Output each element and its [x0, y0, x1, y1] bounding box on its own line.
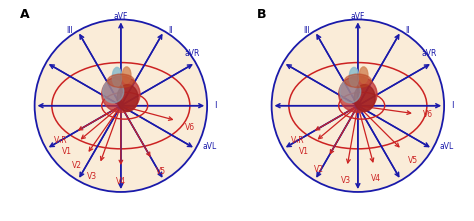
Text: V5: V5 [156, 167, 166, 176]
Text: II: II [405, 26, 410, 35]
Circle shape [35, 19, 207, 192]
Text: V4: V4 [116, 177, 126, 186]
Text: V₄R: V₄R [54, 136, 68, 145]
Text: V4: V4 [371, 174, 381, 183]
Ellipse shape [103, 80, 124, 103]
Ellipse shape [122, 67, 131, 83]
Text: aVR: aVR [421, 49, 437, 58]
Ellipse shape [340, 80, 361, 103]
Text: V6: V6 [185, 123, 195, 132]
Text: V3: V3 [86, 172, 97, 181]
Ellipse shape [359, 67, 368, 83]
Text: I: I [451, 101, 453, 110]
Text: III: III [304, 26, 310, 35]
Ellipse shape [345, 74, 371, 88]
Text: V₄R: V₄R [291, 136, 305, 145]
Ellipse shape [108, 74, 134, 88]
Text: V1: V1 [62, 147, 72, 156]
Ellipse shape [354, 85, 375, 111]
Text: V2: V2 [72, 162, 82, 170]
Text: aVR: aVR [184, 49, 200, 58]
Ellipse shape [117, 85, 138, 111]
Text: aVF: aVF [114, 12, 128, 21]
Text: V6: V6 [423, 110, 434, 119]
Text: aVF: aVF [351, 12, 365, 21]
Text: A: A [20, 8, 30, 21]
Circle shape [272, 19, 444, 192]
Text: I: I [214, 101, 216, 110]
Text: V2: V2 [314, 165, 324, 174]
Text: V3: V3 [340, 175, 351, 185]
Text: V5: V5 [408, 156, 418, 165]
Text: V1: V1 [299, 147, 309, 156]
Ellipse shape [112, 67, 122, 87]
Ellipse shape [339, 76, 377, 112]
Text: B: B [257, 8, 267, 21]
Text: aVL: aVL [202, 142, 217, 151]
Ellipse shape [349, 67, 359, 87]
Text: III: III [67, 26, 73, 35]
Text: aVL: aVL [439, 142, 454, 151]
Text: II: II [168, 26, 173, 35]
Ellipse shape [102, 76, 140, 112]
